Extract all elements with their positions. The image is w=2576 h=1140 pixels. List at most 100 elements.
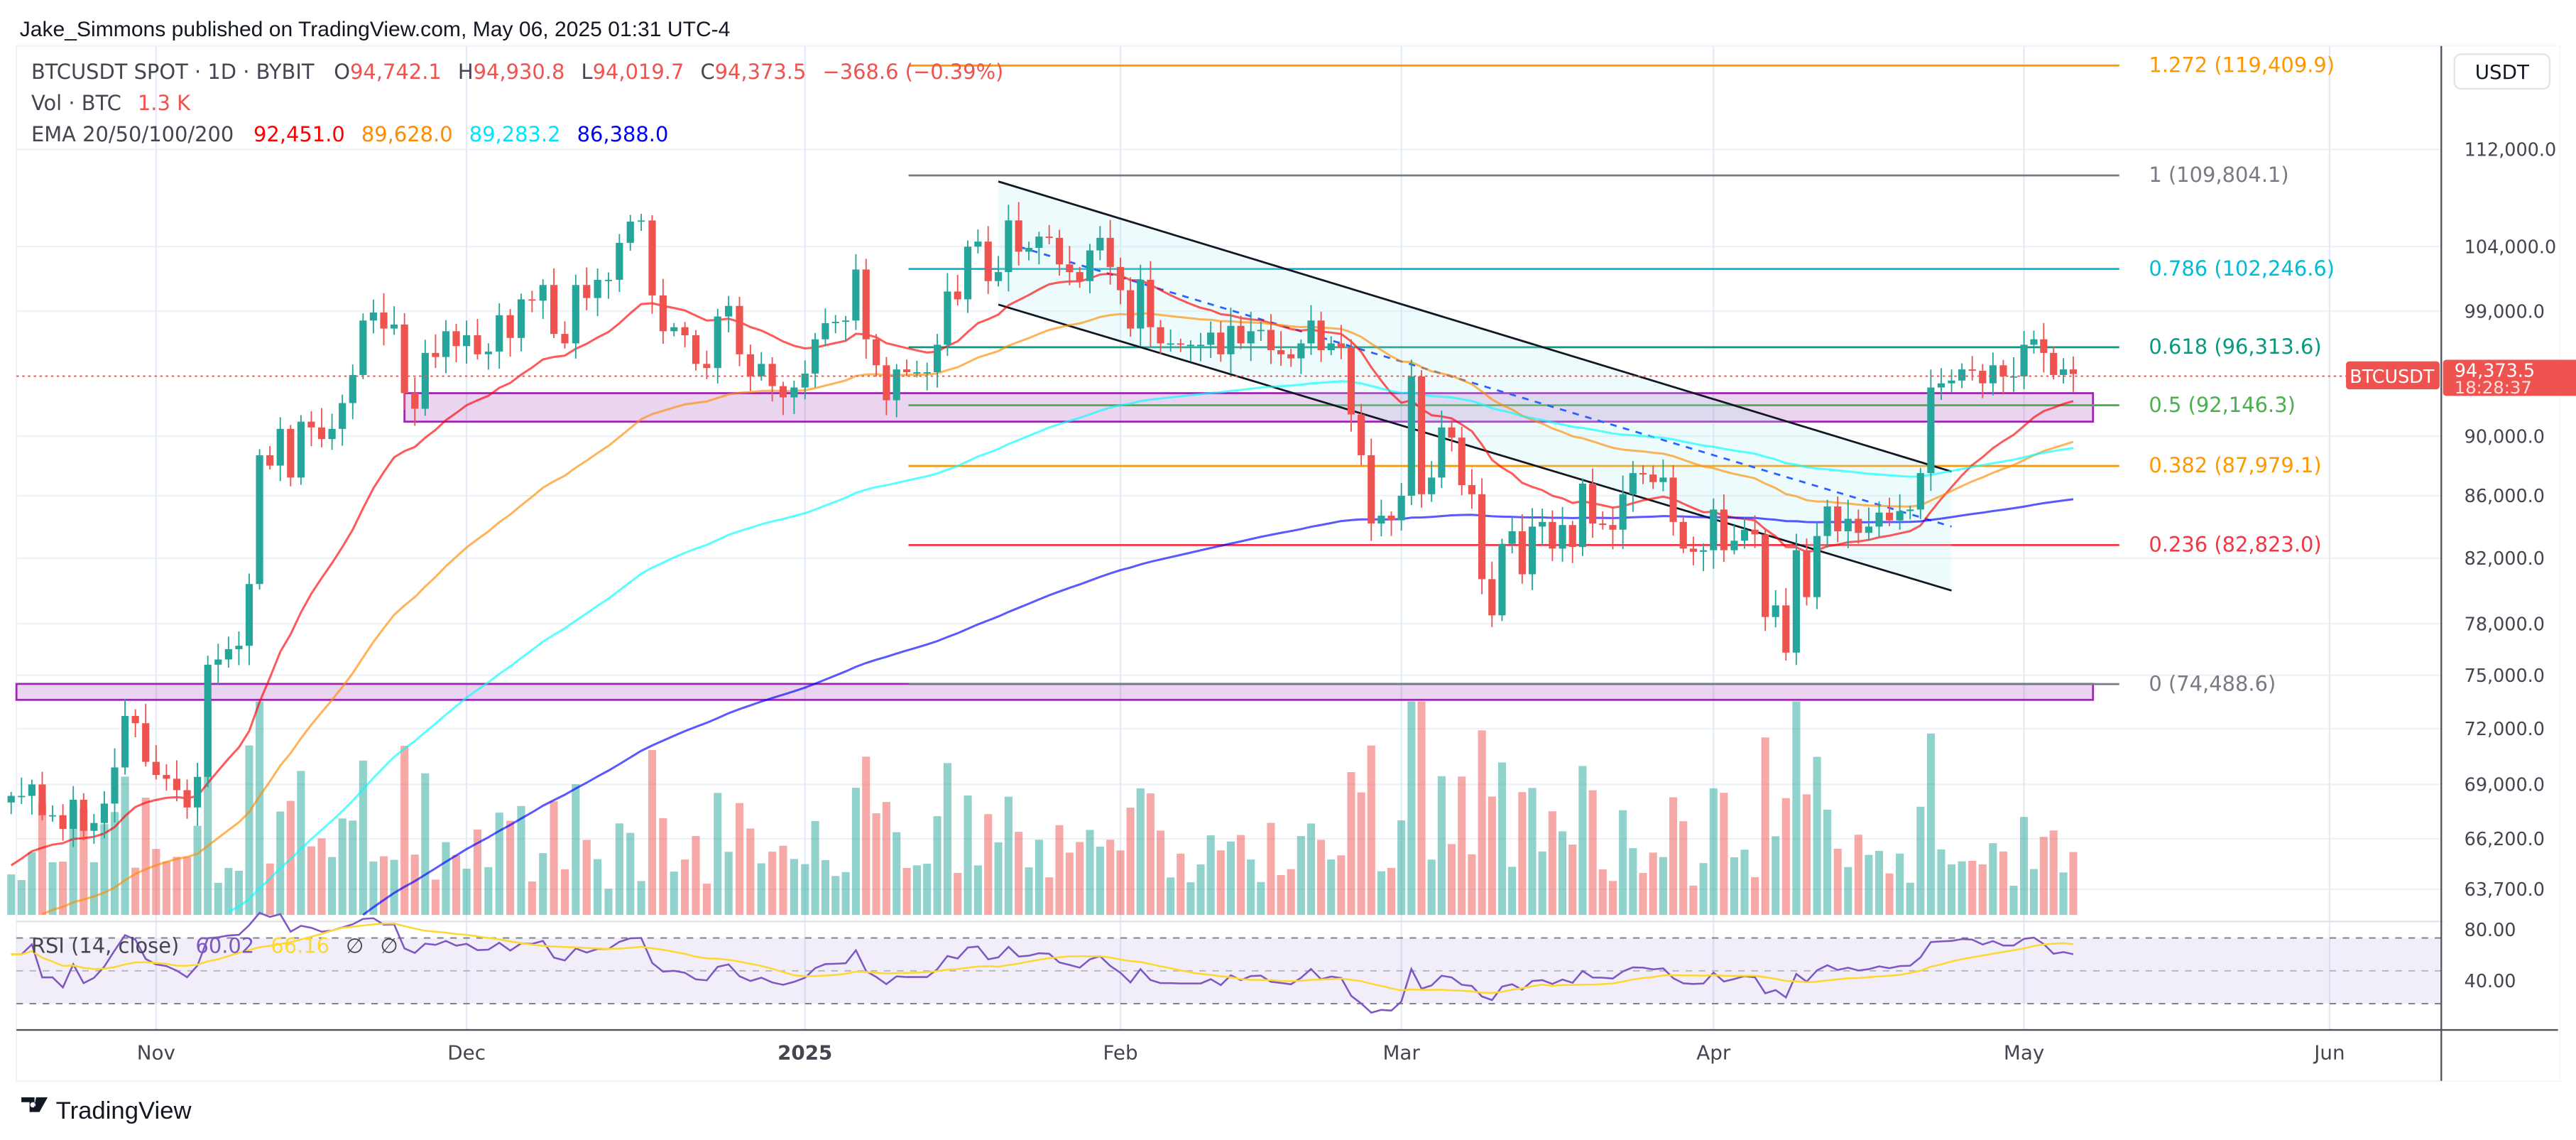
channel-midline[interactable]	[1018, 245, 1952, 528]
candle-body	[1337, 343, 1345, 348]
candle-body	[862, 269, 870, 340]
candle-body	[1518, 531, 1526, 575]
candle-body	[1448, 427, 1456, 438]
candle-body	[1227, 325, 1235, 354]
legend-ema[interactable]: EMA 20/50/100/200 92,451.0 89,628.0 89,2…	[31, 122, 668, 146]
candle-body	[626, 222, 634, 243]
candle-body	[550, 285, 558, 335]
volume-bar	[2020, 817, 2029, 916]
price-tick-label: 66,200.0	[2465, 828, 2545, 849]
channel-upper-line[interactable]	[998, 180, 1952, 473]
price-axis[interactable]	[2443, 45, 2560, 1081]
volume-bar	[882, 802, 890, 916]
candle-body	[758, 364, 765, 376]
rsi-value: 60.02	[195, 933, 254, 957]
candle-body	[1968, 369, 1976, 371]
volume-bar	[1926, 733, 1935, 916]
candle-body	[893, 369, 900, 401]
candle-body	[1679, 521, 1687, 549]
ema-lines	[10, 273, 2074, 916]
fibonacci-retracement[interactable]: 1.272 (119,409.9) 1 (109,804.1) 0.786 (102…	[908, 53, 2335, 695]
candle-body	[1578, 483, 1587, 548]
volume-bar	[1730, 857, 1738, 916]
price-tick-label: 82,000.0	[2465, 548, 2545, 569]
volume-bar	[1337, 855, 1346, 916]
volume-bar	[182, 857, 192, 916]
volume-bar	[1237, 835, 1245, 916]
candle-body	[369, 313, 378, 321]
published-caption: Jake_Simmons published on TradingView.co…	[20, 18, 731, 41]
candle-body	[517, 299, 525, 338]
fib-level-label: 1 (109,804.1)	[2149, 163, 2288, 187]
candle-body	[1669, 477, 1677, 522]
time-axis-ticks: Nov Dec 2025 Feb Mar Apr May Jun	[137, 1041, 2345, 1065]
volume-bar	[1257, 881, 1265, 916]
candle-body	[572, 285, 579, 344]
candle-body	[1428, 477, 1436, 494]
candle-body	[902, 369, 911, 373]
volume-bar	[1538, 851, 1546, 916]
candles	[7, 202, 2078, 847]
fib-level-label: 0.236 (82,823.0)	[2149, 533, 2321, 557]
volume-bar	[89, 862, 98, 916]
candle-body	[1958, 369, 1966, 381]
close-label: C	[700, 60, 714, 84]
volume-bar	[1578, 766, 1587, 916]
candle-body	[452, 331, 460, 347]
volume-bar	[110, 812, 119, 916]
volume-bar	[141, 798, 150, 916]
ema50-value: 89,628.0	[361, 122, 453, 146]
candle-body	[474, 335, 481, 354]
currency-button[interactable]	[2453, 53, 2551, 90]
candle-body	[1045, 237, 1053, 238]
price-tick-label: 90,000.0	[2465, 425, 2545, 447]
volume-bar	[121, 776, 129, 916]
candle-body	[1358, 414, 1365, 455]
candle-body	[80, 799, 87, 831]
candle-body	[163, 775, 170, 779]
legend: BTCUSDT SPOT · 1D · BYBIT O94,742.1 H94,…	[31, 60, 1003, 957]
rsi-tick-label: 80.00	[2465, 919, 2516, 940]
candle-body	[1167, 343, 1174, 345]
price-tick-label: 63,700.0	[2465, 879, 2545, 900]
volume-bar	[1397, 820, 1406, 916]
volume-bar	[923, 864, 932, 916]
volume-bar	[1427, 859, 1436, 916]
candle-body	[768, 364, 776, 386]
volume-bar	[473, 829, 482, 916]
legend-volume[interactable]: Vol · BTC 1.3 K	[31, 91, 191, 115]
volume-bar	[637, 881, 645, 916]
candle-body	[1568, 525, 1576, 548]
volume-bar	[1497, 762, 1507, 916]
candle-body	[1803, 550, 1811, 597]
volume-bar	[1126, 808, 1135, 916]
candle-body	[496, 315, 503, 352]
volume-bar	[1669, 797, 1678, 916]
support-zone[interactable]	[15, 683, 2095, 701]
candle-body	[1896, 511, 1904, 521]
channel-lower-line[interactable]	[998, 303, 1952, 592]
volume-bar	[234, 870, 243, 916]
tradingview-logo[interactable]: TradingView	[21, 1097, 192, 1124]
symbol-info[interactable]: BTCUSDT SPOT · 1D · BYBIT	[31, 60, 315, 84]
volume-bar	[131, 867, 140, 916]
volume-bar	[1025, 867, 1033, 916]
legend-ohlc[interactable]: BTCUSDT SPOT · 1D · BYBIT O94,742.1 H94,…	[31, 60, 1003, 84]
candle-body	[48, 815, 57, 817]
candle-body	[736, 305, 743, 354]
ema-label: EMA 20/50/100/200	[31, 122, 234, 146]
candle-body	[2009, 376, 2018, 378]
candle-body	[944, 291, 951, 345]
legend-rsi[interactable]: RSI (14, close) 60.02 66.16 ∅ ∅	[31, 933, 398, 957]
candle-body	[1855, 519, 1862, 533]
support-zone[interactable]	[403, 392, 2095, 423]
volume-bar	[933, 816, 942, 916]
candle-body	[307, 421, 315, 428]
candle-body	[1559, 525, 1566, 549]
candle-body	[1186, 344, 1194, 347]
fib-level-label: 0.786 (102,246.6)	[2149, 256, 2335, 281]
candle-body	[1478, 494, 1486, 580]
candle-body	[638, 220, 645, 222]
volume-bar	[1865, 854, 1873, 916]
support-zones[interactable]	[15, 392, 2095, 701]
